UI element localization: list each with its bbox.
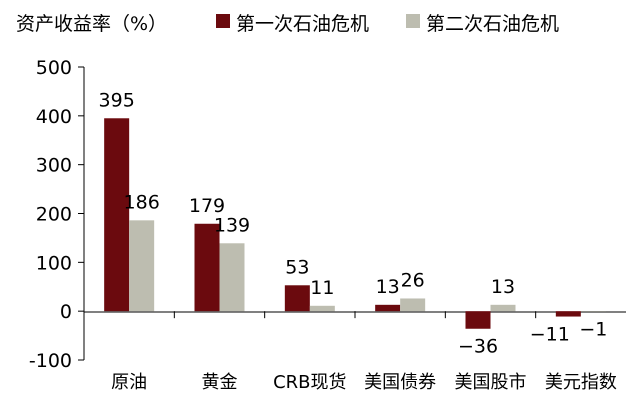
bar-series-1	[104, 118, 130, 312]
bar-series-1	[555, 311, 581, 317]
y-tick-label: -100	[29, 350, 72, 372]
legend-label-series-1: 第一次石油危机	[236, 13, 369, 35]
bar-series-2	[400, 298, 426, 312]
bar-series-1	[284, 285, 310, 312]
bar-series-1	[194, 223, 220, 312]
data-label: 11	[310, 277, 334, 299]
data-label: −36	[458, 336, 498, 358]
legend-swatch-series-2	[406, 14, 420, 28]
bar-series-1	[375, 304, 401, 312]
data-label: 395	[99, 89, 135, 111]
data-label: 179	[189, 195, 225, 217]
bar-series-2	[490, 304, 516, 312]
y-tick-label: 500	[36, 57, 72, 79]
bar-series-2	[580, 311, 606, 312]
data-label: −1	[579, 319, 607, 341]
chart-title: 资产收益率（%）	[16, 13, 167, 35]
y-tick-label: 0	[60, 301, 72, 323]
y-axis-ticks: 500 400 300 200 100 0 -100	[29, 57, 84, 372]
category-label: 美元指数	[545, 372, 617, 393]
data-label: 186	[124, 191, 160, 213]
data-label: 53	[285, 256, 309, 278]
category-label: 美国股市	[455, 372, 527, 393]
y-tick-label: 300	[36, 155, 72, 177]
data-label: 13	[491, 276, 515, 298]
title-legend-row: 资产收益率（%） 第一次石油危机 第二次石油危机	[16, 13, 559, 35]
data-label: 139	[214, 214, 250, 236]
category-label: CRB现货	[273, 372, 346, 393]
category-label: 美国债券	[364, 372, 436, 393]
y-tick-label: 400	[36, 106, 72, 128]
bar-series-1	[465, 311, 491, 329]
y-tick-label: 200	[36, 204, 72, 226]
bar-series-2	[219, 243, 245, 312]
y-tick-label: 100	[36, 252, 72, 274]
data-label: −11	[530, 324, 570, 346]
bar-series-2	[309, 305, 335, 312]
category-label: 原油	[111, 372, 147, 393]
data-label: 26	[401, 269, 425, 291]
bar-series-2	[129, 220, 155, 312]
data-label: 13	[376, 276, 400, 298]
legend-swatch-series-1	[216, 14, 230, 28]
category-label: 黄金	[202, 372, 238, 393]
category-labels: 原油 黄金 CRB现货 美国债券 美国股市 美元指数	[111, 311, 617, 393]
legend-label-series-2: 第二次石油危机	[426, 13, 559, 35]
bars	[104, 118, 606, 329]
